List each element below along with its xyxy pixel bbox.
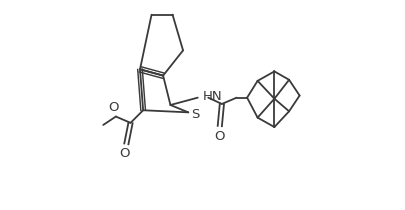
Text: O: O xyxy=(213,130,224,143)
Text: S: S xyxy=(191,108,199,121)
Text: O: O xyxy=(119,147,129,160)
Text: HN: HN xyxy=(202,90,222,103)
Text: O: O xyxy=(108,101,119,114)
